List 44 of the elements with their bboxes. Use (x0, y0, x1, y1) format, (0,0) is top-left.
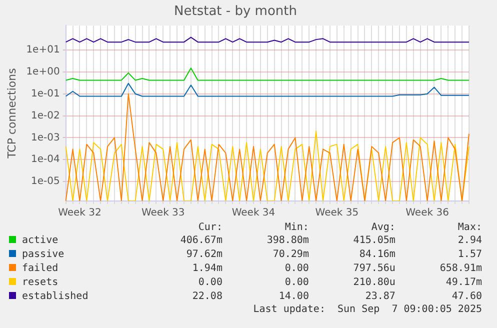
x-tick-label: Week 34 (232, 208, 276, 219)
text: 658.91m (438, 262, 483, 276)
y-tick-label: 1e-04 (30, 154, 60, 166)
text: Max: (456, 222, 483, 234)
y-tick-label: 1e+00 (26, 66, 60, 78)
text: 1.57 (456, 248, 483, 262)
legend-label: passive (21, 249, 64, 260)
x-tick-label: Week 36 (406, 208, 449, 219)
text: Min: (284, 222, 310, 234)
text: 2.94 (456, 234, 483, 248)
text: Avg: (370, 222, 396, 234)
text: 49.17m (444, 276, 483, 290)
legend-label: resets (21, 277, 58, 288)
text: 398.80m (266, 234, 310, 248)
legend-label: active (21, 235, 58, 246)
text: 0.00 (284, 276, 310, 290)
text: 70.29m (272, 248, 310, 262)
x-tick-label: Week 35 (315, 208, 359, 219)
y-tick-label: 1e-05 (30, 176, 60, 188)
text: 47.60 (450, 290, 483, 304)
text: 0.00 (197, 276, 224, 290)
x-tick-label: Week 33 (141, 208, 185, 219)
y-tick-label: 1e-03 (30, 132, 60, 144)
text: Last update: Sun Sep 7 09:00:05 2025 (252, 304, 483, 316)
text: 0.00 (284, 262, 310, 276)
x-tick-label: Week 32 (58, 208, 102, 219)
y-axis-title: TCP connections (5, 68, 18, 160)
text: 210.80u (352, 276, 396, 290)
y-tick-label: 1e-02 (30, 110, 60, 122)
text: 1.94m (191, 262, 224, 276)
y-tick-label: 1e+01 (26, 44, 60, 56)
text: Cur: (197, 222, 224, 234)
text: 23.87 (364, 290, 396, 304)
text: 14.00 (278, 290, 310, 304)
y-tick-label: 1e-01 (30, 88, 60, 100)
legend-label: failed (21, 263, 58, 274)
text: 84.16m (358, 248, 396, 262)
text: 22.08 (191, 290, 224, 304)
text: 406.67m (179, 234, 224, 248)
legend-label: established (21, 291, 88, 302)
text: 97.62m (185, 248, 224, 262)
text: 797.56u (352, 262, 396, 276)
chart-title: Netstat - by month (174, 4, 297, 20)
text: 415.05m (352, 234, 396, 248)
